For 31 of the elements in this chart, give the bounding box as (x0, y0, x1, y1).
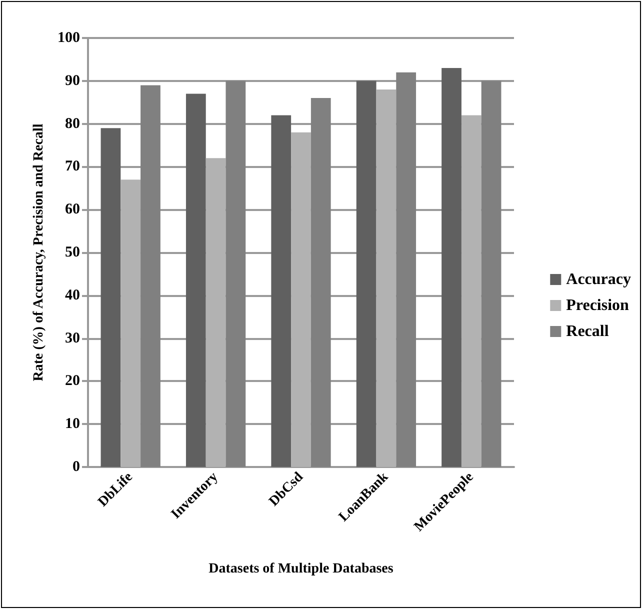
bar (120, 180, 141, 467)
bar (100, 128, 121, 467)
y-axis-title: Rate (%) of Accuracy, Precision and Recall (32, 124, 46, 382)
bar (356, 80, 376, 467)
y-tick-label: 70 (65, 158, 80, 175)
y-tick-label: 80 (65, 116, 80, 132)
bar (396, 72, 416, 467)
bar (481, 80, 502, 467)
bar (376, 89, 396, 467)
y-tick-label: 40 (65, 287, 80, 304)
legend-label: Precision (566, 297, 630, 314)
bar (186, 94, 206, 467)
y-tick-label: 30 (65, 330, 80, 346)
y-tick-label: 20 (65, 373, 80, 390)
y-tick-label: 60 (65, 202, 80, 218)
y-tick-label: 50 (65, 244, 80, 260)
x-axis-title: Datasets of Multiple Databases (208, 562, 394, 576)
bar (310, 98, 331, 467)
legend-label: Recall (566, 323, 610, 340)
y-tick-label: 10 (65, 416, 80, 432)
legend-label: Accuracy (566, 271, 631, 288)
bar (206, 158, 226, 467)
bar (271, 115, 292, 467)
bar (442, 68, 462, 467)
y-tick-label: 0 (72, 459, 80, 475)
y-tick-label: 90 (65, 72, 80, 89)
bar (291, 132, 311, 467)
y-tick-label: 100 (58, 30, 80, 46)
bar (226, 80, 246, 467)
bar (140, 85, 160, 467)
bar (461, 115, 482, 467)
